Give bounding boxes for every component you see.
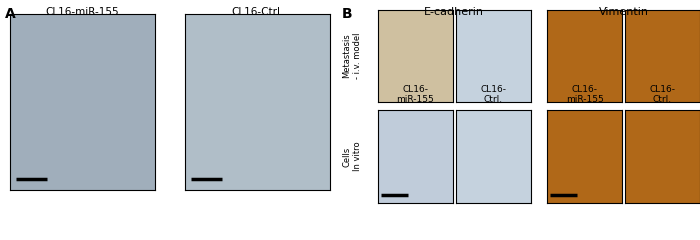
- Text: B: B: [342, 7, 352, 21]
- Text: CL16-miR-155: CL16-miR-155: [46, 7, 119, 17]
- Text: E-cadherin: E-cadherin: [424, 7, 484, 17]
- Text: CL16-Ctrl.: CL16-Ctrl.: [231, 7, 284, 17]
- Text: CL16-
miR-155: CL16- miR-155: [397, 85, 434, 104]
- Text: CL16-
Ctrl.: CL16- Ctrl.: [650, 85, 676, 104]
- Text: Vimentin: Vimentin: [598, 7, 649, 17]
- Text: Metastasis
- i.v. model: Metastasis - i.v. model: [342, 33, 362, 79]
- Text: A: A: [5, 7, 15, 21]
- Text: Cells
In vitro: Cells In vitro: [342, 142, 362, 171]
- Text: CL16-
miR-155: CL16- miR-155: [566, 85, 603, 104]
- Text: CL16-
Ctrl.: CL16- Ctrl.: [480, 85, 506, 104]
